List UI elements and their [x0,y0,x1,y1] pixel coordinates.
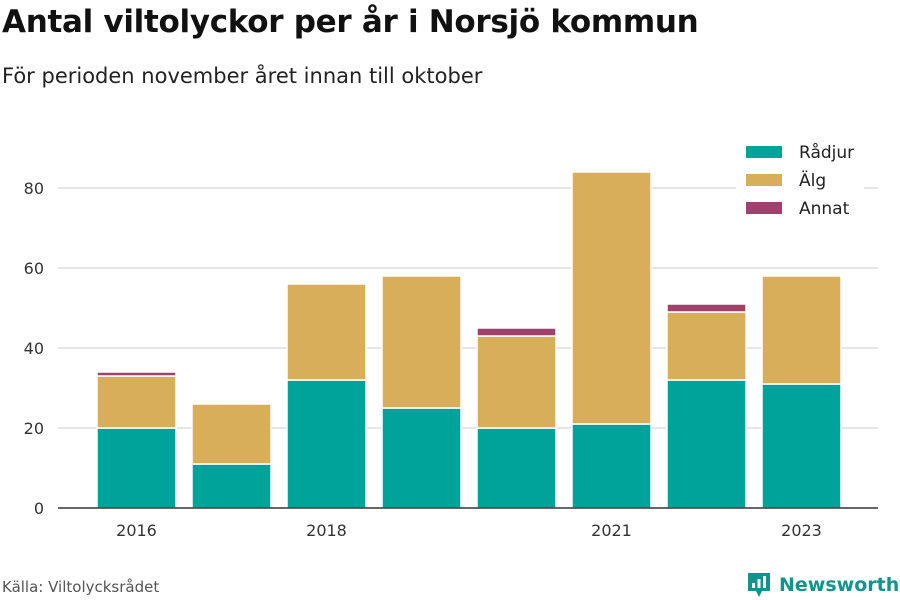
y-tick-label: 60 [24,259,44,278]
source-note: Källa: Viltolycksrådet [2,578,160,596]
bar-segment [476,327,557,337]
x-tick-label: 2016 [116,521,157,540]
bar-segment [476,335,557,429]
bar-segment [286,283,367,381]
axes: 0 20 40 60 80 2016 2018 2021 2023 [24,179,878,540]
bar-segment [191,463,272,509]
bar-segment [96,375,177,429]
newsworthy-logo-icon [748,573,770,597]
bar-segment [666,379,747,509]
bar-segment [381,407,462,509]
y-tick-label: 20 [24,419,44,438]
y-tick-label: 40 [24,339,44,358]
legend-label: Älg [799,170,826,191]
y-tick-label: 80 [24,179,44,198]
bar-segment [476,427,557,509]
brand-logo: Newsworthy [746,570,900,600]
bar-segment [761,383,842,509]
chart-subtitle: För perioden november året innan till ok… [2,64,483,88]
bars [96,171,842,509]
legend-label: Rådjur [799,142,854,163]
bar-segment [666,311,747,381]
bar-segment [96,371,177,377]
bar-segment [571,171,652,425]
bar-segment [571,423,652,509]
bar-segment [666,303,747,313]
x-tick-label: 2021 [591,521,632,540]
bar-segment [761,275,842,385]
legend-swatch [746,146,782,158]
legend-swatch [746,174,782,186]
brand-name: Newsworthy [779,574,900,596]
legend-swatch [746,202,782,214]
bar-segment [191,403,272,465]
legend: Rådjur Älg Annat [736,138,864,226]
stacked-bar-chart: 0 20 40 60 80 2016 2018 2021 2023 Rådjur Älg Annat [23,138,878,540]
x-tick-label: 2023 [781,521,822,540]
y-tick-label: 0 [34,499,44,518]
legend-label: Annat [799,199,850,219]
bar-segment [96,427,177,509]
chart-title: Antal viltolyckor per år i Norsjö kommun [2,4,699,40]
bar-segment [381,275,462,409]
x-tick-label: 2018 [306,521,347,540]
bar-segment [286,379,367,509]
